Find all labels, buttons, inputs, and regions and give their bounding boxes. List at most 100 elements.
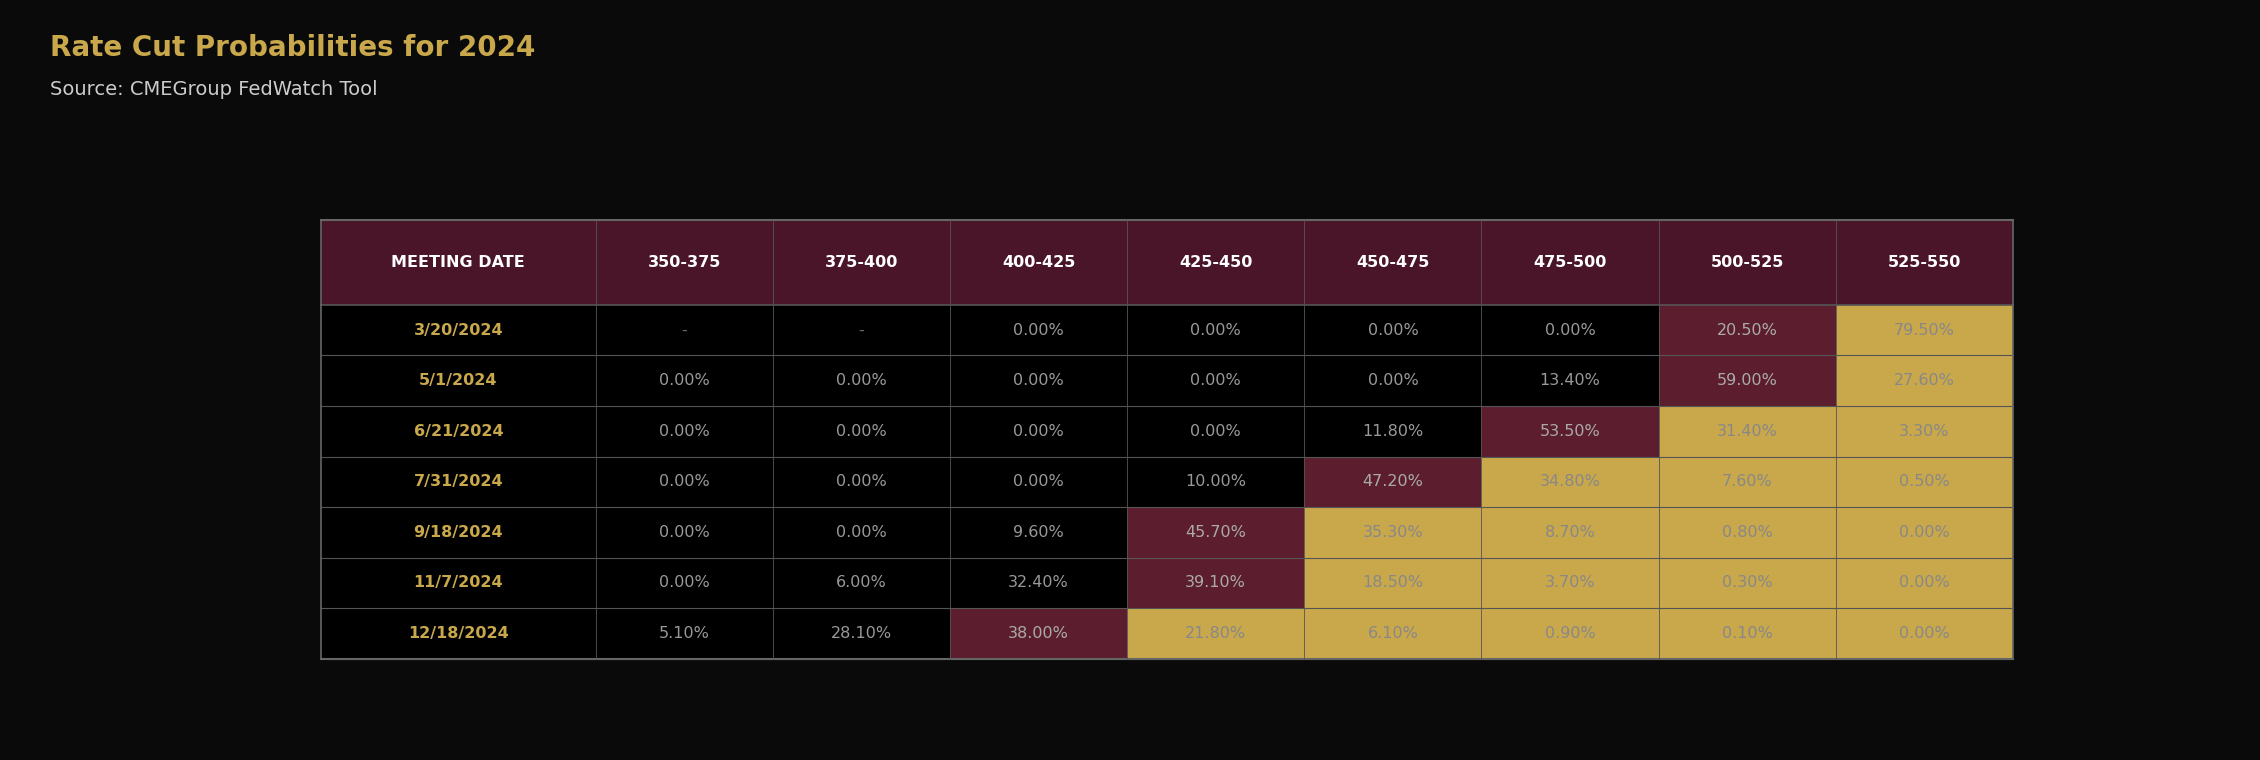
Text: 3.70%: 3.70% — [1546, 575, 1596, 591]
FancyBboxPatch shape — [1835, 457, 2014, 507]
Text: 0.00%: 0.00% — [1012, 373, 1064, 388]
FancyBboxPatch shape — [321, 220, 2014, 305]
Text: 0.00%: 0.00% — [660, 424, 710, 439]
FancyBboxPatch shape — [1835, 558, 2014, 608]
Text: -: - — [680, 322, 687, 337]
Text: 0.00%: 0.00% — [660, 525, 710, 540]
Text: 13.40%: 13.40% — [1539, 373, 1600, 388]
Text: Rate Cut Probabilities for 2024: Rate Cut Probabilities for 2024 — [50, 34, 536, 62]
FancyBboxPatch shape — [1128, 558, 1304, 608]
FancyBboxPatch shape — [321, 305, 2014, 356]
Text: 39.10%: 39.10% — [1184, 575, 1245, 591]
FancyBboxPatch shape — [1483, 608, 1659, 659]
Text: 0.80%: 0.80% — [1722, 525, 1772, 540]
FancyBboxPatch shape — [321, 356, 2014, 406]
FancyBboxPatch shape — [321, 457, 2014, 507]
FancyBboxPatch shape — [1835, 608, 2014, 659]
Text: 59.00%: 59.00% — [1718, 373, 1779, 388]
Text: 8.70%: 8.70% — [1544, 525, 1596, 540]
FancyBboxPatch shape — [1659, 356, 1835, 406]
Text: 0.00%: 0.00% — [660, 373, 710, 388]
Text: 27.60%: 27.60% — [1894, 373, 1955, 388]
FancyBboxPatch shape — [1304, 558, 1483, 608]
FancyBboxPatch shape — [1304, 608, 1483, 659]
Text: 31.40%: 31.40% — [1718, 424, 1779, 439]
Text: 20.50%: 20.50% — [1718, 322, 1779, 337]
Text: 28.10%: 28.10% — [832, 626, 893, 641]
FancyBboxPatch shape — [1659, 406, 1835, 457]
FancyBboxPatch shape — [321, 608, 2014, 659]
FancyBboxPatch shape — [1659, 457, 1835, 507]
Text: 6.00%: 6.00% — [836, 575, 886, 591]
FancyBboxPatch shape — [1659, 558, 1835, 608]
Text: 18.50%: 18.50% — [1363, 575, 1424, 591]
Text: 5.10%: 5.10% — [658, 626, 710, 641]
Text: 0.00%: 0.00% — [1191, 424, 1241, 439]
Text: MEETING DATE: MEETING DATE — [391, 255, 524, 270]
Text: 11.80%: 11.80% — [1363, 424, 1424, 439]
Text: 0.10%: 0.10% — [1722, 626, 1772, 641]
Text: 3.30%: 3.30% — [1898, 424, 1950, 439]
FancyBboxPatch shape — [1304, 507, 1483, 558]
Text: 9/18/2024: 9/18/2024 — [414, 525, 504, 540]
Text: 3/20/2024: 3/20/2024 — [414, 322, 504, 337]
FancyBboxPatch shape — [1835, 406, 2014, 457]
FancyBboxPatch shape — [1659, 608, 1835, 659]
FancyBboxPatch shape — [1659, 507, 1835, 558]
FancyBboxPatch shape — [1483, 457, 1659, 507]
Text: 525-550: 525-550 — [1887, 255, 1962, 270]
FancyBboxPatch shape — [321, 507, 2014, 558]
Text: 12/18/2024: 12/18/2024 — [409, 626, 508, 641]
Text: 400-425: 400-425 — [1001, 255, 1076, 270]
Text: 0.00%: 0.00% — [1012, 322, 1064, 337]
Text: 375-400: 375-400 — [825, 255, 897, 270]
Text: 32.40%: 32.40% — [1008, 575, 1069, 591]
Text: Source: CMEGroup FedWatch Tool: Source: CMEGroup FedWatch Tool — [50, 80, 377, 99]
FancyBboxPatch shape — [1483, 507, 1659, 558]
Text: 6/21/2024: 6/21/2024 — [414, 424, 504, 439]
Text: 9.60%: 9.60% — [1012, 525, 1064, 540]
Text: 0.00%: 0.00% — [660, 575, 710, 591]
Text: 0.00%: 0.00% — [836, 474, 886, 489]
FancyBboxPatch shape — [321, 558, 2014, 608]
Text: 0.90%: 0.90% — [1544, 626, 1596, 641]
Text: 35.30%: 35.30% — [1363, 525, 1424, 540]
Text: 0.00%: 0.00% — [1898, 575, 1950, 591]
FancyBboxPatch shape — [1483, 558, 1659, 608]
Text: 11/7/2024: 11/7/2024 — [414, 575, 504, 591]
Text: 38.00%: 38.00% — [1008, 626, 1069, 641]
FancyBboxPatch shape — [1659, 305, 1835, 356]
Text: 0.00%: 0.00% — [836, 525, 886, 540]
FancyBboxPatch shape — [1835, 305, 2014, 356]
Text: -: - — [859, 322, 863, 337]
Text: 47.20%: 47.20% — [1363, 474, 1424, 489]
FancyBboxPatch shape — [1128, 507, 1304, 558]
Text: 10.00%: 10.00% — [1184, 474, 1245, 489]
Text: 350-375: 350-375 — [649, 255, 721, 270]
FancyBboxPatch shape — [1304, 457, 1483, 507]
Text: 0.00%: 0.00% — [1012, 424, 1064, 439]
Text: 0.00%: 0.00% — [836, 424, 886, 439]
Text: 0.00%: 0.00% — [1898, 525, 1950, 540]
Text: 7/31/2024: 7/31/2024 — [414, 474, 504, 489]
Text: 500-525: 500-525 — [1711, 255, 1783, 270]
Text: 0.30%: 0.30% — [1722, 575, 1772, 591]
Text: 7.60%: 7.60% — [1722, 474, 1772, 489]
Text: 0.00%: 0.00% — [1191, 322, 1241, 337]
Text: 0.00%: 0.00% — [836, 373, 886, 388]
Text: 53.50%: 53.50% — [1539, 424, 1600, 439]
Text: 0.00%: 0.00% — [1367, 322, 1419, 337]
Text: 0.50%: 0.50% — [1898, 474, 1950, 489]
Text: 79.50%: 79.50% — [1894, 322, 1955, 337]
Text: 6.10%: 6.10% — [1367, 626, 1419, 641]
Text: 34.80%: 34.80% — [1539, 474, 1600, 489]
FancyBboxPatch shape — [949, 608, 1128, 659]
FancyBboxPatch shape — [1835, 356, 2014, 406]
Text: 45.70%: 45.70% — [1184, 525, 1245, 540]
FancyBboxPatch shape — [1483, 406, 1659, 457]
Text: 0.00%: 0.00% — [1367, 373, 1419, 388]
Text: 450-475: 450-475 — [1356, 255, 1431, 270]
Text: 5/1/2024: 5/1/2024 — [418, 373, 497, 388]
FancyBboxPatch shape — [1128, 608, 1304, 659]
FancyBboxPatch shape — [1835, 507, 2014, 558]
